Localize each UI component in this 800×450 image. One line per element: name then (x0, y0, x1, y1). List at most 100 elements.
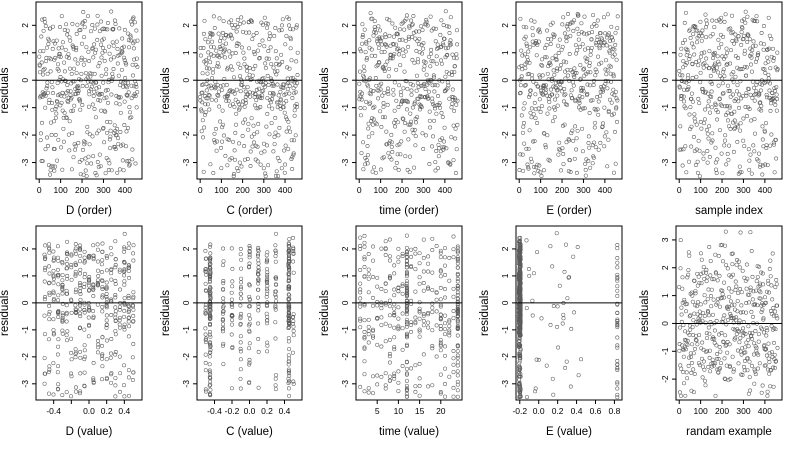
data-point (560, 89, 565, 94)
data-point (572, 310, 577, 315)
data-point (427, 54, 432, 59)
data-point (65, 276, 70, 281)
data-point (604, 72, 609, 77)
data-point (536, 84, 540, 89)
data-point (74, 385, 78, 390)
data-point (76, 140, 81, 145)
data-point (698, 70, 703, 75)
data-point (719, 331, 724, 335)
data-point (615, 284, 620, 289)
data-point (438, 391, 443, 396)
data-point (430, 288, 435, 293)
data-point (207, 107, 212, 112)
data-point (253, 103, 257, 108)
data-point (748, 62, 753, 67)
data-point (712, 340, 717, 345)
data-point (562, 87, 567, 91)
data-point (762, 346, 767, 351)
data-point (404, 332, 409, 337)
data-point (381, 65, 386, 69)
data-point (122, 282, 127, 287)
data-point (434, 309, 439, 314)
data-point (760, 307, 765, 312)
data-point (118, 389, 122, 394)
data-point (697, 280, 702, 285)
data-point (701, 65, 706, 70)
data-point (771, 313, 776, 318)
data-point (387, 304, 392, 309)
data-point (737, 340, 742, 345)
data-point (84, 45, 89, 50)
data-point (237, 106, 242, 111)
data-point (82, 249, 87, 254)
y-axis-label: residuals (479, 290, 491, 336)
data-point (92, 107, 97, 111)
data-point (520, 53, 525, 58)
data-point (50, 85, 55, 90)
data-point (404, 249, 409, 254)
data-point (732, 302, 737, 307)
data-point (721, 340, 726, 344)
data-point (131, 342, 136, 346)
data-point (219, 166, 224, 171)
data-point (517, 315, 521, 320)
data-point (273, 320, 278, 325)
data-point (74, 45, 79, 50)
data-point (451, 294, 456, 299)
data-point (287, 316, 292, 321)
data-point (379, 323, 384, 328)
data-point (134, 56, 139, 61)
data-point (124, 144, 128, 149)
data-point (362, 240, 367, 245)
data-point (287, 356, 291, 361)
data-point (746, 344, 751, 349)
data-point (605, 164, 610, 169)
data-point (257, 56, 262, 60)
data-point (404, 309, 409, 314)
data-point (705, 309, 710, 313)
data-point (735, 83, 740, 88)
data-point (265, 277, 270, 282)
y-tick-label: -2 (181, 353, 191, 361)
data-point (121, 80, 126, 85)
data-point (287, 266, 292, 271)
data-point (110, 75, 115, 80)
data-point (425, 94, 430, 99)
data-point (383, 239, 388, 244)
data-point (711, 277, 716, 282)
data-point (358, 268, 363, 272)
data-point (451, 362, 456, 367)
data-point (750, 337, 755, 341)
data-point (413, 36, 418, 41)
data-point (696, 96, 701, 101)
data-point (775, 50, 780, 55)
data-point (404, 324, 409, 329)
data-point (773, 309, 778, 314)
data-point (236, 41, 241, 46)
data-point (722, 356, 727, 361)
data-point (767, 266, 772, 271)
data-point (396, 325, 401, 330)
data-point (371, 33, 376, 38)
data-point (752, 367, 757, 372)
data-point (287, 91, 292, 96)
data-point (686, 250, 691, 255)
y-axis-label: residuals (639, 290, 651, 336)
data-point (703, 89, 708, 94)
data-point (409, 320, 414, 325)
data-point (606, 108, 611, 113)
data-point (113, 263, 118, 267)
data-point (79, 57, 84, 62)
data-point (747, 359, 752, 364)
data-point (274, 169, 279, 174)
data-point (227, 49, 232, 54)
data-point (207, 329, 212, 334)
data-point (61, 115, 66, 120)
x-tick-label: 0.8 (609, 406, 621, 416)
data-point (406, 122, 411, 127)
data-point (227, 137, 231, 142)
data-point (539, 174, 544, 178)
data-point (76, 89, 81, 93)
data-point (683, 347, 688, 352)
